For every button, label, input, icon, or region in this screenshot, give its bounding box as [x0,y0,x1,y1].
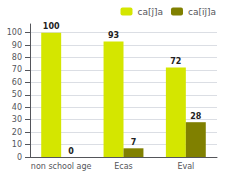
svg-text:100: 100 [43,22,60,31]
svg-text:0: 0 [17,153,22,162]
svg-text:Ecas: Ecas [114,162,133,171]
svg-text:72: 72 [170,57,181,66]
svg-text:7: 7 [131,138,137,147]
svg-text:40: 40 [12,103,22,112]
svg-text:ca[ĭĵ]a: ca[ĭĵ]a [188,7,216,17]
svg-text:30: 30 [12,115,22,124]
svg-text:Eval: Eval [177,162,194,171]
svg-text:20: 20 [12,128,22,137]
svg-text:93: 93 [108,31,119,40]
svg-text:0: 0 [68,147,74,156]
svg-text:non school age: non school age [31,162,92,171]
svg-text:28: 28 [190,112,202,121]
svg-text:ca[ĵ]a: ca[ĵ]a [137,7,163,17]
svg-text:60: 60 [12,78,22,87]
svg-text:100: 100 [7,28,22,37]
svg-text:70: 70 [12,65,22,74]
svg-text:80: 80 [12,53,22,62]
svg-text:50: 50 [12,90,22,99]
svg-text:10: 10 [12,140,22,149]
svg-text:90: 90 [12,41,22,50]
